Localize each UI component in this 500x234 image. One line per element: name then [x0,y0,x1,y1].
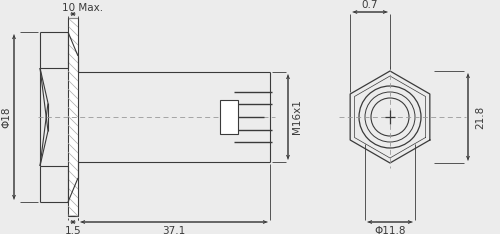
Text: 0.7: 0.7 [362,0,378,10]
Text: Φ11.8: Φ11.8 [374,226,406,234]
Text: 37.1: 37.1 [162,226,186,234]
Text: Φ18: Φ18 [1,106,11,128]
Text: 1.5: 1.5 [64,226,82,234]
Bar [68,18,78,216]
Bar [220,100,238,134]
Text: M16x1: M16x1 [292,99,302,135]
Text: 21.8: 21.8 [475,105,485,129]
Text: 10 Max.: 10 Max. [62,3,104,13]
